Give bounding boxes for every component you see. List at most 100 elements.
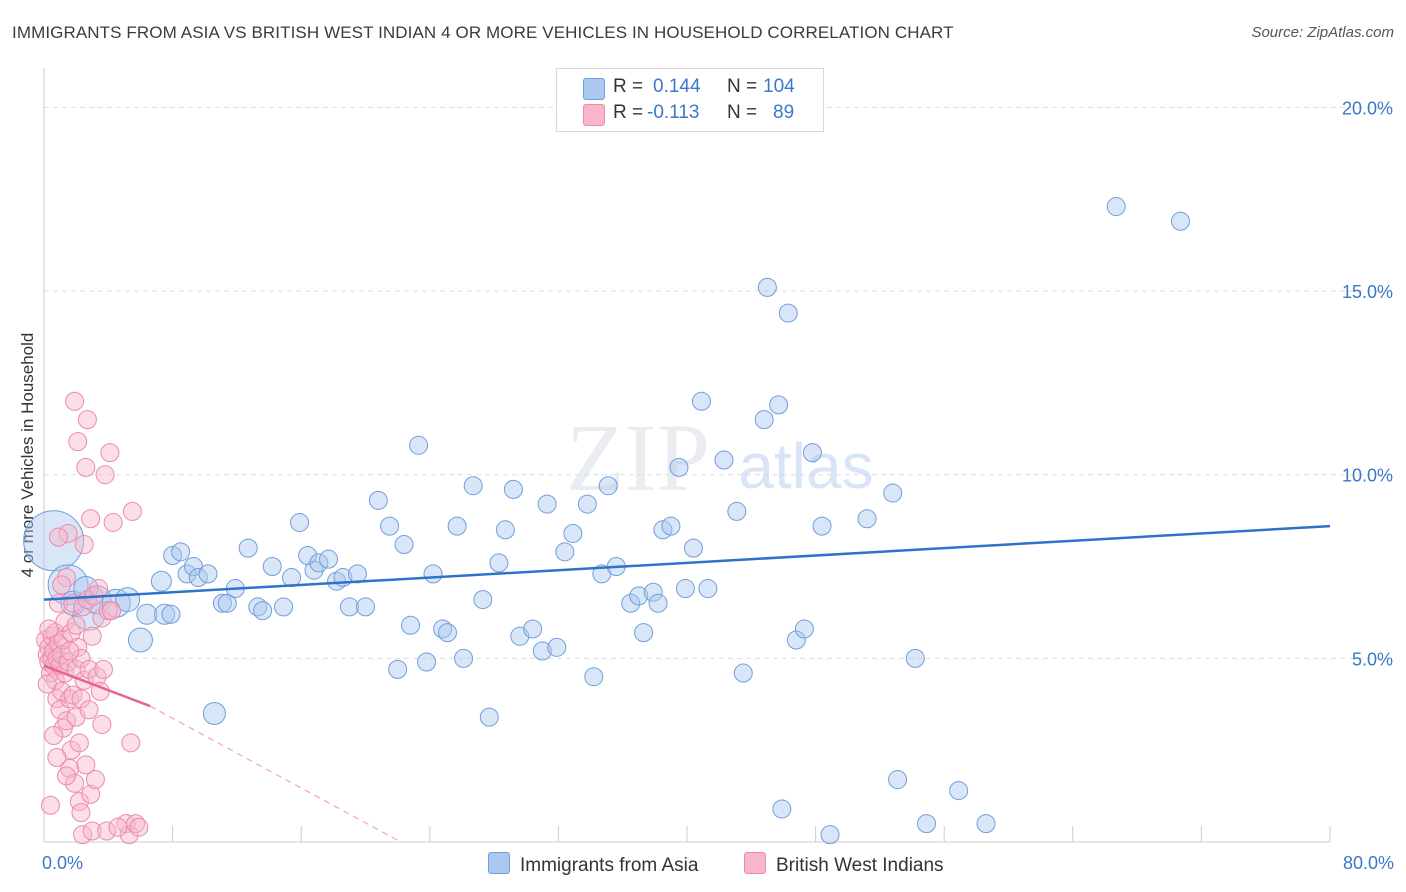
- data-point-asia: [274, 597, 294, 617]
- data-point-asia: [754, 410, 774, 430]
- legend-n-value: 89: [773, 102, 795, 123]
- data-point-asia: [495, 520, 515, 540]
- data-point-asia: [555, 542, 575, 562]
- data-point-bwi: [71, 689, 91, 709]
- data-point-asia: [629, 586, 649, 606]
- data-point-asia: [401, 615, 421, 635]
- data-point-asia: [772, 799, 792, 819]
- legend-swatch-pink: [744, 852, 766, 874]
- data-point-asia: [683, 538, 703, 558]
- legend-item-bwi: British West Indians: [744, 852, 944, 877]
- data-point-bwi: [119, 825, 139, 845]
- data-point-bwi: [60, 689, 80, 709]
- data-point-bwi: [108, 817, 128, 837]
- data-point-asia: [368, 490, 388, 510]
- data-point-asia: [253, 601, 273, 621]
- data-point-bwi: [68, 432, 88, 452]
- data-point-asia: [394, 534, 414, 554]
- data-point-bwi: [40, 795, 60, 815]
- data-point-asia: [489, 553, 509, 573]
- data-point-asia: [675, 579, 695, 599]
- data-point-asia: [150, 570, 172, 592]
- legend-r-value: -0.113: [647, 102, 700, 123]
- data-point-asia: [949, 781, 969, 801]
- data-point-asia: [188, 568, 208, 588]
- data-point-bwi: [57, 766, 77, 786]
- data-point-asia: [339, 597, 359, 617]
- data-point-asia: [238, 538, 258, 558]
- y-tick-label: 20.0%: [1342, 98, 1393, 118]
- legend-n-label: N =: [727, 102, 758, 123]
- legend-label-bwi: British West Indians: [776, 855, 944, 876]
- data-point-asia: [634, 623, 654, 643]
- data-point-bwi: [97, 821, 117, 841]
- correlation-legend: R = 0.144 N = 104 R = -0.113 N = 89: [556, 68, 824, 132]
- y-tick-labels: 5.0% 10.0% 15.0% 20.0%: [1342, 98, 1393, 669]
- data-point-bwi: [37, 674, 57, 694]
- data-point-asia: [820, 825, 840, 845]
- data-point-asia: [888, 770, 908, 790]
- data-point-asia: [917, 814, 937, 834]
- data-point-bwi: [50, 700, 70, 720]
- data-point-bwi: [102, 601, 122, 621]
- data-point-asia: [319, 549, 339, 569]
- watermark-atlas: atlas: [738, 430, 873, 502]
- data-point-asia: [563, 523, 583, 543]
- trend-line-bwi-extension: [149, 705, 402, 843]
- data-point-bwi: [92, 608, 112, 628]
- data-point-bwi: [79, 700, 99, 720]
- data-point-bwi: [103, 512, 123, 532]
- watermark-zip: ZIP: [566, 404, 710, 511]
- data-point-bwi: [66, 615, 86, 635]
- data-point-asia: [698, 579, 718, 599]
- data-point-asia: [976, 814, 996, 834]
- data-point-bwi: [65, 391, 85, 411]
- data-point-asia: [883, 483, 903, 503]
- data-point-bwi: [58, 523, 78, 543]
- trend-lines: [43, 524, 1331, 843]
- data-point-asia: [643, 582, 663, 602]
- source-credit: Source: ZipAtlas.com: [1251, 24, 1394, 41]
- legend-r-value: 0.144: [653, 76, 701, 97]
- data-point-bwi: [81, 509, 101, 529]
- chart-title: IMMIGRANTS FROM ASIA VS BRITISH WEST IND…: [12, 23, 954, 42]
- data-point-bwi: [79, 659, 99, 679]
- data-point-asia: [691, 391, 711, 411]
- data-point-bwi: [73, 825, 93, 845]
- legend-n-value: 104: [763, 76, 795, 97]
- data-point-bwi: [60, 641, 80, 661]
- data-point-bwi: [74, 534, 94, 554]
- data-point-bwi: [129, 817, 149, 837]
- data-point-asia: [669, 457, 689, 477]
- legend-n-label: N =: [727, 76, 758, 97]
- data-point-asia: [778, 303, 798, 323]
- data-point-bwi: [65, 773, 85, 793]
- data-point-asia: [757, 277, 777, 297]
- data-point-asia: [217, 593, 237, 613]
- legend-r-label: R =: [613, 76, 644, 97]
- data-point-bwi: [82, 626, 102, 646]
- data-point-bwi: [81, 784, 101, 804]
- data-point-asia: [127, 627, 153, 653]
- data-point-asia: [171, 542, 191, 562]
- data-point-bwi: [92, 714, 112, 734]
- legend-swatch-blue: [488, 852, 510, 874]
- data-point-asia: [648, 593, 668, 613]
- legend-r-label: R =: [613, 102, 644, 123]
- data-point-asia: [198, 564, 218, 584]
- y-tick-label: 10.0%: [1342, 466, 1393, 486]
- data-point-asia: [733, 663, 753, 683]
- data-point-asia: [136, 603, 158, 625]
- data-point-asia: [454, 648, 474, 668]
- data-point-bwi: [100, 443, 120, 463]
- data-point-asia: [621, 593, 641, 613]
- data-point-asia: [356, 597, 375, 617]
- legend-item-asia: Immigrants from Asia: [488, 852, 698, 877]
- data-point-asia: [262, 557, 282, 577]
- data-point-bwi: [71, 803, 91, 823]
- data-point-bwi: [76, 755, 96, 775]
- data-point-asia: [1171, 211, 1191, 231]
- data-point-asia: [598, 476, 618, 496]
- axes: [43, 68, 1331, 843]
